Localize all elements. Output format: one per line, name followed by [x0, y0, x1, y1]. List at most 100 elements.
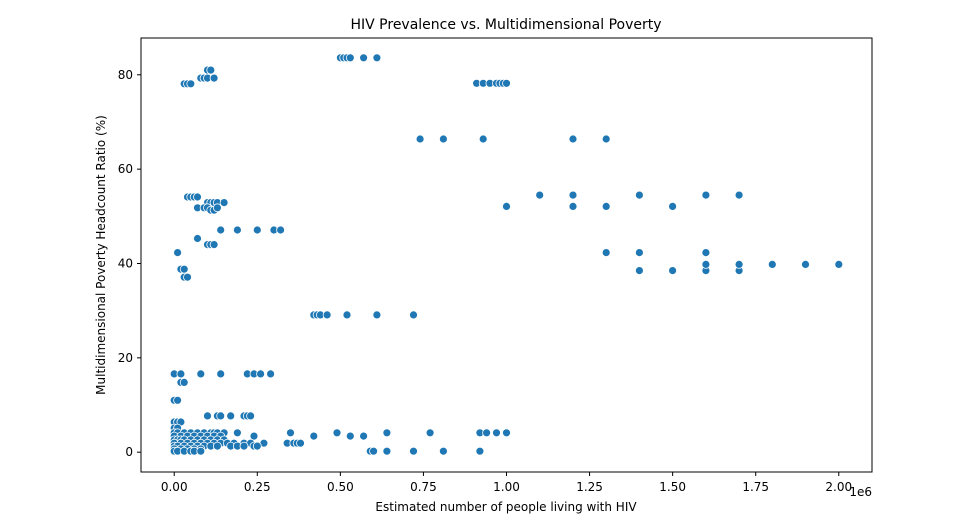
data-point	[196, 369, 206, 379]
data-point	[535, 190, 545, 200]
data-point	[668, 266, 677, 276]
data-point	[286, 428, 295, 438]
data-point	[183, 272, 192, 282]
data-point	[635, 266, 644, 276]
data-point	[372, 53, 382, 63]
data-point	[256, 369, 266, 379]
data-point	[232, 225, 242, 235]
x-axis-label: Estimated number of people living with H…	[375, 500, 637, 514]
data-point	[478, 134, 488, 144]
data-point	[252, 225, 262, 235]
x-tick-label: 0.50	[327, 480, 354, 494]
data-point	[212, 441, 222, 451]
data-point	[203, 411, 212, 421]
data-point	[309, 431, 319, 441]
data-point	[296, 438, 305, 448]
data-point	[239, 441, 249, 451]
y-tick-label: 60	[118, 162, 133, 176]
data-point	[332, 428, 342, 438]
data-point	[246, 411, 256, 421]
data-point	[219, 198, 229, 208]
data-point	[409, 446, 418, 456]
x-offset-label: 1e6	[849, 485, 872, 499]
data-point	[438, 446, 448, 456]
data-point	[502, 428, 511, 438]
data-point	[635, 248, 644, 258]
data-point	[369, 446, 379, 456]
data-point	[212, 203, 222, 213]
x-tick-label: 1.25	[576, 480, 603, 494]
x-axis-ticks: 0.00 0.25 0.50 0.75 1.00 1.25 1.50 1.75 2.00	[161, 472, 852, 494]
data-point	[232, 428, 242, 438]
y-tick-label: 80	[118, 68, 133, 82]
data-point	[382, 428, 392, 438]
data-point	[734, 259, 744, 269]
data-point	[252, 441, 262, 451]
data-point	[801, 259, 810, 269]
data-point	[492, 428, 501, 438]
data-point	[173, 248, 183, 258]
data-point	[425, 428, 435, 438]
chart-title: HIV Prevalence vs. Multidimensional Pove…	[350, 17, 661, 33]
data-point	[568, 201, 578, 211]
data-point	[196, 446, 206, 456]
data-point	[568, 134, 578, 144]
data-point	[193, 234, 202, 243]
data-point	[216, 369, 226, 379]
data-point	[475, 446, 485, 456]
data-point	[206, 65, 216, 75]
data-point	[568, 190, 578, 200]
x-tick-label: 2.00	[825, 480, 852, 494]
data-point	[345, 53, 355, 63]
data-point	[359, 431, 369, 441]
data-point	[266, 369, 276, 379]
data-point	[438, 134, 448, 144]
data-point	[502, 78, 511, 88]
x-tick-label: 0.75	[410, 480, 437, 494]
x-tick-label: 1.75	[742, 480, 769, 494]
data-point	[173, 395, 183, 405]
x-tick-label: 1.50	[659, 480, 686, 494]
data-point	[734, 190, 744, 200]
data-point	[601, 134, 611, 144]
data-point	[767, 259, 777, 269]
data-point	[701, 259, 711, 269]
data-point	[179, 264, 189, 274]
points-layer	[169, 53, 844, 456]
data-point	[502, 201, 511, 211]
y-tick-label: 0	[125, 445, 133, 459]
data-point	[372, 310, 382, 320]
data-point	[322, 310, 332, 320]
data-point	[668, 201, 677, 211]
data-point	[216, 225, 226, 235]
x-tick-label: 0.00	[161, 480, 188, 494]
data-point	[635, 190, 644, 200]
data-point	[382, 446, 392, 456]
data-point	[179, 377, 189, 387]
data-point	[193, 192, 202, 202]
x-tick-label: 0.25	[244, 480, 271, 494]
data-point	[359, 53, 369, 63]
x-tick-label: 1.00	[493, 480, 520, 494]
y-tick-label: 20	[118, 351, 133, 365]
data-point	[186, 79, 196, 89]
data-point	[482, 428, 492, 438]
y-axis-ticks: 0 20 40 60 80	[118, 68, 141, 459]
data-point	[834, 259, 844, 269]
data-point	[209, 240, 219, 250]
data-point	[226, 411, 236, 421]
data-point	[601, 248, 611, 258]
data-point	[415, 134, 425, 144]
data-point	[342, 310, 352, 320]
data-point	[345, 431, 355, 441]
data-point	[249, 431, 259, 441]
data-point	[209, 73, 219, 83]
data-point	[276, 225, 286, 235]
y-tick-label: 40	[118, 256, 133, 270]
data-point	[701, 190, 711, 200]
y-axis-label: Multidimensional Poverty Headcount Ratio…	[94, 115, 108, 395]
data-point	[701, 248, 711, 258]
data-point	[216, 411, 226, 421]
